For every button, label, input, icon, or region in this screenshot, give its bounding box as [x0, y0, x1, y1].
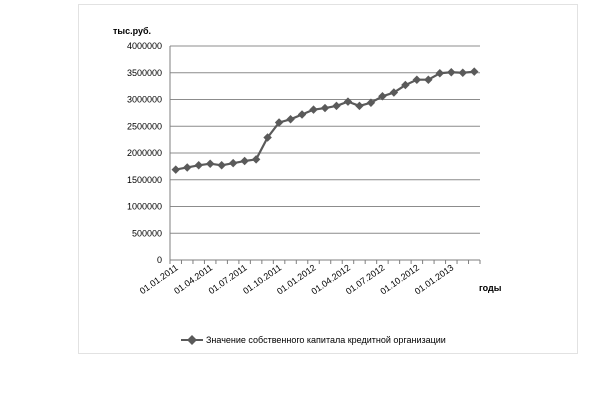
- data-point: [447, 67, 456, 77]
- y-axis-title: тыс.руб.: [113, 26, 151, 36]
- series-line: [175, 70, 475, 171]
- data-point: [228, 158, 238, 168]
- data-point: [332, 101, 341, 111]
- data-point: [389, 88, 399, 97]
- data-point: [286, 115, 295, 124]
- data-point: [309, 105, 318, 114]
- data-point: [297, 110, 307, 119]
- x-axis-title: годы: [479, 283, 502, 293]
- data-point: [205, 159, 215, 168]
- gridlines: [170, 45, 480, 261]
- data-point: [171, 165, 180, 174]
- data-point: [435, 69, 445, 78]
- y-tick-label: 3000000: [127, 95, 162, 105]
- data-point: [366, 98, 376, 107]
- y-tick-label: 1500000: [127, 175, 162, 185]
- data-point: [194, 161, 203, 170]
- data-point: [470, 67, 479, 76]
- y-tick-label: 0: [157, 255, 162, 265]
- data-point: [412, 75, 422, 84]
- data-point: [320, 103, 330, 113]
- y-tick-label: 1000000: [127, 202, 162, 212]
- data-point: [274, 118, 284, 127]
- data-point: [251, 155, 261, 164]
- data-point: [458, 68, 468, 77]
- data-point: [378, 92, 387, 101]
- data-point: [401, 80, 410, 90]
- y-tick-labels: 0 500000 1000000 1500000 2000000 2500000 30000…: [127, 41, 162, 265]
- y-tick-label: 2000000: [127, 148, 162, 158]
- legend-marker-swatch: [187, 335, 197, 345]
- series-lines: [175, 70, 475, 171]
- data-point: [182, 163, 192, 172]
- legend: Значение собственного капитала кредитной…: [181, 335, 446, 345]
- data-point: [343, 97, 353, 106]
- y-tick-label: 3500000: [127, 68, 162, 78]
- chart-frame: [78, 4, 578, 354]
- series-markers: [171, 67, 479, 174]
- data-point: [355, 101, 364, 111]
- x-tick-labels: 01.01.201101.04.201101.07.201101.10.2011…: [138, 262, 456, 296]
- data-point: [424, 75, 433, 84]
- legend-label: Значение собственного капитала кредитной…: [206, 335, 446, 345]
- data-point: [240, 156, 249, 166]
- data-point: [217, 161, 226, 170]
- y-tick-label: 500000: [132, 228, 162, 238]
- y-tick-label: 2500000: [127, 121, 162, 131]
- x-tick-label: 01.01.2013: [413, 262, 456, 296]
- y-tick-label: 4000000: [127, 41, 162, 51]
- axes: [169, 46, 481, 264]
- data-point: [263, 133, 272, 142]
